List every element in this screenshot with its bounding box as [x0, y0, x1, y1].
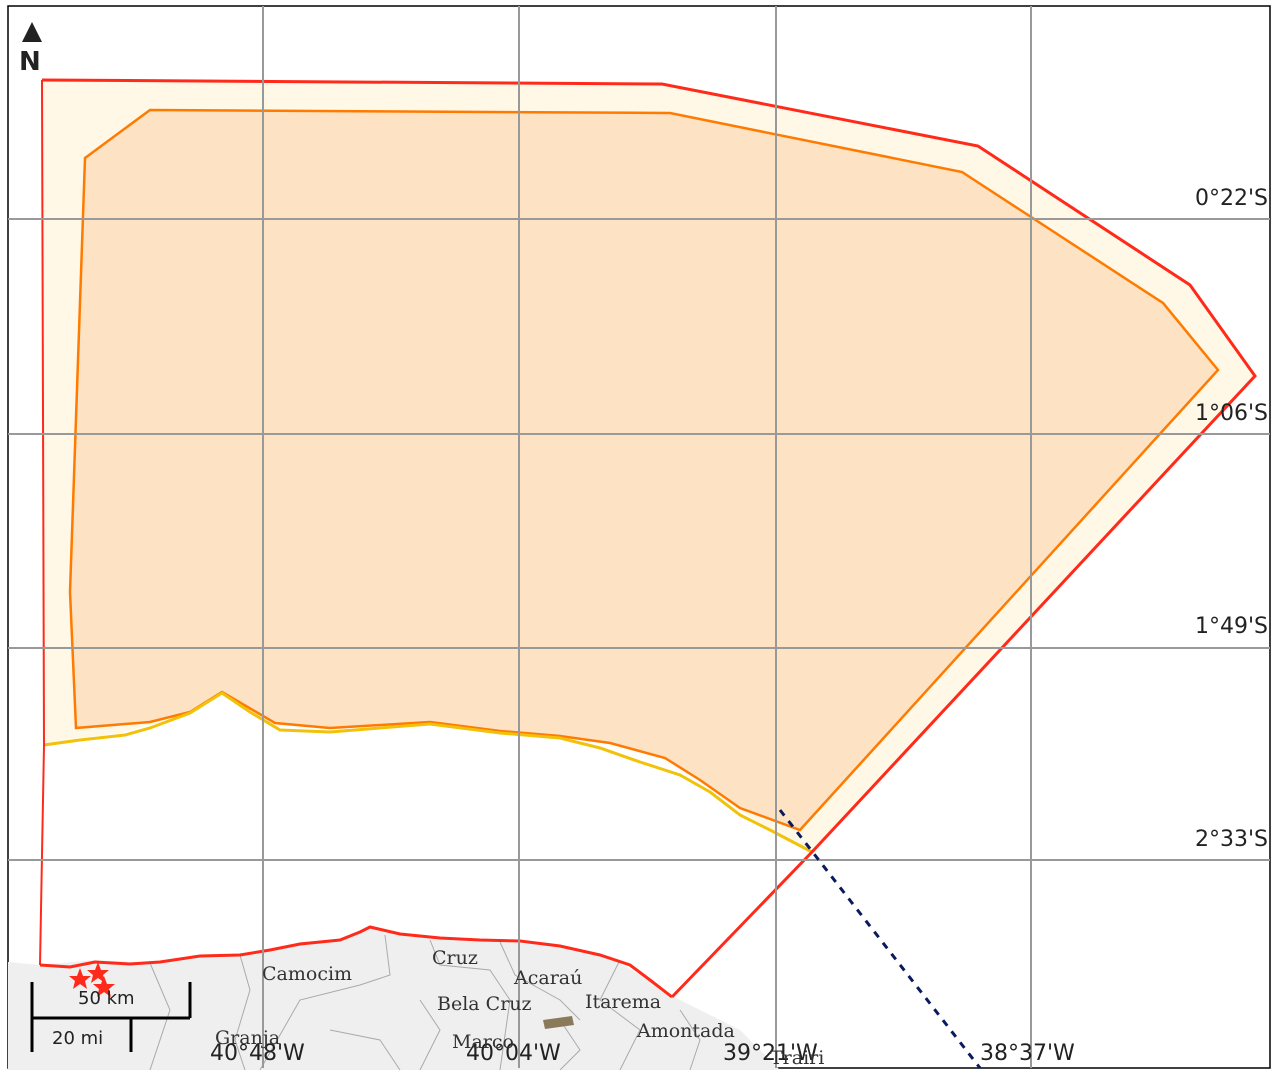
lon-label-3: 38°37'W	[980, 1041, 1075, 1066]
place-camocim: Camocim	[262, 963, 352, 985]
place-acarau: Acaraú	[513, 967, 582, 989]
lat-label-1: 1°06'S	[1195, 401, 1268, 426]
place-bela-cruz: Bela Cruz	[437, 993, 532, 1015]
west-boundary-line	[39, 79, 46, 966]
graticule	[8, 6, 1270, 1068]
maritime-dotted-line	[778, 809, 982, 1069]
lon-label-0: 40°48'W	[210, 1041, 305, 1066]
scale-metric-label: 50 km	[78, 988, 135, 1009]
north-arrow: N	[19, 22, 42, 77]
north-label: N	[19, 47, 41, 77]
place-cruz: Cruz	[432, 947, 478, 969]
lagoon-feature	[543, 1016, 574, 1029]
north-arrow-icon	[22, 22, 42, 42]
lat-label-3: 2°33'S	[1195, 827, 1268, 852]
lon-label-2: 39°21'W	[723, 1041, 818, 1066]
scale-bar	[30, 982, 192, 1052]
coastline-highlight	[43, 691, 813, 854]
place-amontada: Amontada	[636, 1020, 735, 1042]
red-marker-cluster[interactable]	[69, 962, 115, 997]
place-marco: Marco	[452, 1031, 514, 1053]
place-itarema: Itarema	[585, 991, 661, 1013]
municipal-borders	[149, 934, 701, 1070]
lon-label-1: 40°04'W	[466, 1041, 561, 1066]
place-trairi: Trairi	[770, 1047, 824, 1069]
lat-label-0: 0°22'S	[1195, 186, 1268, 211]
coastline-red	[39, 925, 673, 999]
land-area	[8, 928, 780, 1070]
inner-boundary-polygon[interactable]	[68, 108, 1220, 832]
outer-boundary-line	[41, 78, 1257, 999]
lat-label-2: 1°49'S	[1195, 614, 1268, 639]
scale-imperial-label: 20 mi	[52, 1028, 103, 1049]
place-granja: Granja	[215, 1027, 280, 1049]
